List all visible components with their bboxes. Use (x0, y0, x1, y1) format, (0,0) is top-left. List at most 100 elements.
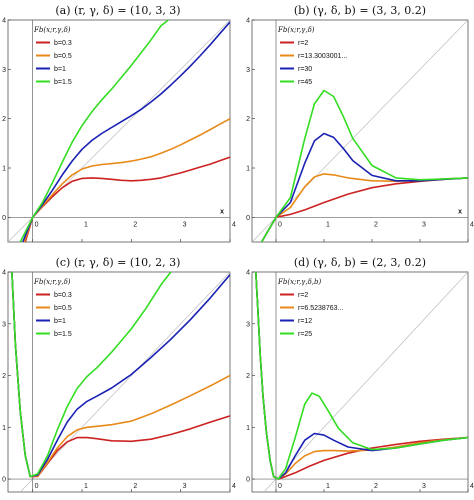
plot-area (8, 272, 230, 492)
x-tick-label: 4 (232, 221, 236, 228)
x-tick-label: 4 (470, 483, 474, 490)
legend: Fb(x;r,γ,δ,b) r=2 r=6.5238763... r=12 r=25 (277, 278, 343, 338)
legend-item-0: b=0.3 (54, 292, 72, 299)
series-line-0 (24, 156, 230, 242)
plot-frame (7, 19, 231, 243)
x-tick-label: 2 (133, 483, 137, 490)
legend: Fb(x;r,γ,δ) b=0.3 b=0.5 b=1 b=1.5 (33, 278, 72, 338)
chart-panel-3: (d) (γ, δ, b) = (2, 3, 0.2) 0 1 2 3 4 0 1 2 3 4 Fb(… (246, 256, 474, 493)
series-line-1 (260, 173, 468, 242)
chart-panel-1: (b) (γ, δ, b) = (3, 3, 0.2) 0 1 2 3 4 0 1 2 3 4 x Fb… (246, 4, 474, 243)
plot-area (252, 272, 468, 492)
diagonal-reference-line (263, 272, 468, 492)
series-line-2 (11, 272, 230, 478)
series-line-1 (11, 272, 230, 478)
legend-item-1: b=0.5 (54, 305, 72, 312)
y-tick-label: 3 (2, 321, 6, 328)
diagonal-reference-line (20, 272, 230, 492)
x-axis-label: x (220, 208, 224, 215)
legend-item-2: r=12 (298, 318, 312, 325)
series-line-3 (260, 89, 468, 242)
legend-title: Fb(x;r,γ,δ) (33, 26, 71, 34)
legend-item-3: r=25 (298, 331, 312, 338)
x-tick-label: 1 (84, 221, 88, 228)
series-line-2 (255, 272, 468, 480)
chart-panel-0: (a) (r, γ, δ) = (10, 3, 3) 0 1 2 3 4 0 1 2 3 4 x Fb(… (2, 4, 236, 243)
legend-title: Fb(x;r,γ,δ) (277, 26, 315, 34)
x-tick-label: 0 (278, 483, 282, 490)
x-tick-label: 3 (183, 483, 187, 490)
y-tick-label: 4 (2, 270, 6, 277)
x-tick-label: 3 (183, 221, 187, 228)
panel-title: (c) (r, γ, δ) = (10, 2, 3) (56, 256, 181, 269)
y-tick-label: 0 (2, 477, 6, 484)
panel-title: (a) (r, γ, δ) = (10, 3, 3) (55, 4, 180, 17)
y-tick-label: 3 (2, 67, 6, 74)
series-line-0 (11, 272, 230, 478)
legend-title: Fb(x;r,γ,δ) (33, 278, 71, 286)
series-line-2 (260, 132, 468, 242)
y-tick-label: 4 (2, 18, 6, 25)
series-line-3 (11, 272, 172, 478)
x-tick-label: 0 (35, 483, 39, 490)
y-tick-label: 1 (246, 425, 250, 432)
y-tick-label: 3 (246, 321, 250, 328)
legend-item-3: r=45 (298, 79, 312, 86)
series-line-3 (255, 272, 468, 480)
x-tick-label: 3 (422, 221, 426, 228)
series-line-2 (22, 21, 230, 242)
y-tick-label: 2 (246, 373, 250, 380)
plot-frame (7, 271, 231, 493)
x-tick-label: 0 (35, 221, 39, 228)
y-tick-label: 4 (246, 18, 250, 25)
legend-item-2: r=30 (298, 66, 312, 73)
x-axis-label: x (458, 208, 462, 215)
series-line-3 (19, 20, 169, 242)
legend-item-3: b=1.5 (54, 79, 72, 86)
legend-item-0: r=2 (298, 40, 308, 47)
x-tick-label: 2 (374, 221, 378, 228)
legend-item-1: r=13.3003001... (298, 53, 347, 60)
legend-item-2: b=1 (54, 66, 66, 73)
plot-area (252, 20, 468, 242)
x-tick-label: 3 (422, 483, 426, 490)
plot-frame (251, 19, 469, 243)
x-tick-label: 1 (84, 483, 88, 490)
panel-title: (d) (γ, δ, b) = (2, 3, 0.2) (294, 256, 426, 269)
legend-item-2: b=1 (54, 318, 66, 325)
y-tick-label: 3 (246, 67, 250, 74)
y-tick-label: 2 (246, 116, 250, 123)
y-tick-label: 1 (2, 166, 6, 173)
y-tick-label: 1 (2, 425, 6, 432)
y-tick-label: 1 (246, 166, 250, 173)
x-tick-label: 4 (470, 221, 474, 228)
panel-title: (b) (γ, δ, b) = (3, 3, 0.2) (294, 4, 426, 17)
legend-title: Fb(x;r,γ,δ,b) (277, 278, 322, 286)
legend-item-1: r=6.5238763... (298, 305, 343, 312)
plot-frame (251, 271, 469, 493)
x-tick-label: 1 (326, 483, 330, 490)
x-tick-label: 4 (232, 483, 236, 490)
legend-item-1: b=0.5 (54, 53, 72, 60)
x-tick-label: 0 (278, 221, 282, 228)
legend-item-0: r=2 (298, 292, 308, 299)
series-line-1 (23, 117, 230, 242)
series-line-1 (255, 272, 468, 480)
y-tick-label: 0 (246, 215, 250, 222)
y-tick-label: 4 (246, 270, 250, 277)
y-tick-label: 2 (2, 116, 6, 123)
legend-item-3: b=1.5 (54, 331, 72, 338)
chart-panel-2: (c) (r, γ, δ) = (10, 2, 3) 0 1 2 3 4 0 1 2 3 4 Fb(x… (2, 256, 236, 493)
legend-item-0: b=0.3 (54, 40, 72, 47)
y-tick-label: 0 (246, 477, 250, 484)
y-tick-label: 2 (2, 373, 6, 380)
legend: Fb(x;r,γ,δ) r=2 r=13.3003001... r=30 r=45 (277, 26, 347, 86)
plot-area (8, 20, 230, 242)
x-tick-label: 2 (374, 483, 378, 490)
y-tick-label: 0 (2, 215, 6, 222)
series-line-0 (255, 272, 468, 480)
x-tick-label: 2 (133, 221, 137, 228)
x-tick-label: 1 (326, 221, 330, 228)
legend: Fb(x;r,γ,δ) b=0.3 b=0.5 b=1 b=1.5 (33, 26, 72, 86)
